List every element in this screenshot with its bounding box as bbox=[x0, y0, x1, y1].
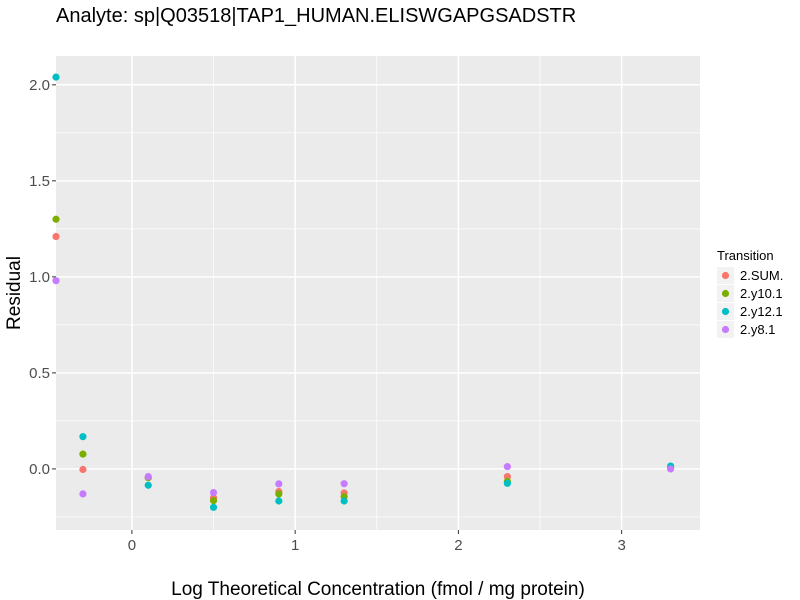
y-tick-label: 0.5 bbox=[29, 365, 50, 382]
data-point bbox=[503, 479, 511, 487]
y-tick-label: 1.5 bbox=[29, 173, 50, 190]
legend-label: 2.y10.1 bbox=[740, 286, 783, 301]
plot-panel bbox=[56, 56, 700, 530]
x-tick-label: 2 bbox=[454, 537, 462, 554]
legend-label: 2.SUM. bbox=[740, 268, 783, 283]
chart-title: Analyte: sp|Q03518|TAP1_HUMAN.ELISWGAPGS… bbox=[56, 5, 576, 27]
y-tick-label: 0.0 bbox=[29, 461, 50, 478]
data-point bbox=[52, 232, 60, 241]
y-axis-label: Residual bbox=[4, 256, 25, 330]
data-point bbox=[275, 480, 283, 488]
grid bbox=[56, 56, 700, 530]
legend-marker bbox=[721, 271, 730, 280]
legend-marker bbox=[721, 307, 730, 316]
data-point bbox=[52, 215, 60, 223]
data-point bbox=[209, 497, 218, 505]
legend-label: 2.y12.1 bbox=[740, 304, 783, 319]
legend-marker bbox=[721, 325, 730, 334]
data-point bbox=[52, 277, 60, 285]
legend: Transition 2.SUM. 2.y10.1 2.y12.1 2.y8.1 bbox=[717, 248, 783, 338]
data-point bbox=[503, 463, 511, 471]
data-point bbox=[52, 73, 60, 81]
data-point bbox=[209, 488, 218, 497]
data-point bbox=[79, 465, 87, 474]
ticks: 0 1 2 3 0.0 0.5 1.0 1.5 2.0 bbox=[29, 77, 626, 554]
data-point bbox=[275, 497, 283, 505]
legend-marker bbox=[721, 289, 730, 298]
x-tick-label: 0 bbox=[128, 537, 136, 554]
data-point bbox=[340, 480, 348, 488]
data-point bbox=[275, 490, 283, 498]
data-point bbox=[144, 481, 152, 489]
data-point bbox=[79, 490, 87, 498]
data-point bbox=[144, 473, 152, 481]
x-tick-label: 3 bbox=[617, 537, 625, 554]
y-tick-label: 2.0 bbox=[29, 77, 50, 94]
data-point bbox=[79, 450, 87, 458]
x-axis-label: Log Theoretical Concentration (fmol / mg… bbox=[171, 579, 585, 600]
x-tick-label: 1 bbox=[291, 537, 299, 554]
data-point bbox=[209, 503, 218, 511]
legend-title: Transition bbox=[717, 248, 774, 263]
data-point bbox=[667, 465, 675, 473]
y-tick-label: 1.0 bbox=[29, 269, 50, 286]
legend-label: 2.y8.1 bbox=[740, 322, 775, 337]
data-point bbox=[340, 497, 348, 505]
data-point bbox=[79, 433, 87, 441]
points bbox=[52, 73, 675, 511]
